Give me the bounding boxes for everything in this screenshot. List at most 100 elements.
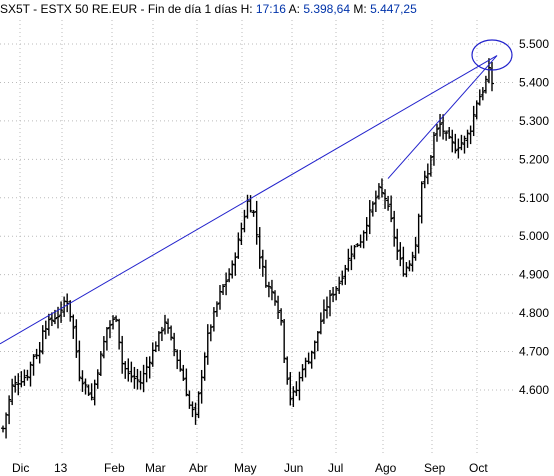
ohlc-bar bbox=[86, 384, 91, 396]
ohlc-bar bbox=[242, 209, 247, 233]
y-tick-label: 5.300 bbox=[519, 114, 549, 128]
ohlc-bar bbox=[273, 290, 278, 306]
ohlc-bar bbox=[172, 332, 177, 357]
ohlc-bar bbox=[334, 286, 339, 301]
ohlc-bar bbox=[422, 170, 427, 189]
a-label: A: bbox=[288, 2, 300, 16]
ohlc-bar bbox=[184, 368, 189, 397]
ohlc-bar bbox=[230, 260, 235, 279]
ohlc-bar bbox=[159, 326, 164, 342]
ohlc-bar bbox=[178, 350, 183, 372]
ohlc-bar bbox=[147, 356, 152, 379]
ohlc-bar bbox=[4, 412, 9, 439]
trendline-upper bbox=[0, 55, 498, 345]
ohlc-bar bbox=[297, 371, 302, 401]
ohlc-bar bbox=[25, 369, 30, 381]
ohlc-bar bbox=[80, 370, 85, 392]
ohlc-bar bbox=[407, 260, 412, 272]
ohlc-bar bbox=[217, 285, 222, 310]
trendline-recent bbox=[387, 55, 498, 179]
ohlc-bar bbox=[349, 245, 354, 271]
ohlc-bar bbox=[370, 201, 375, 217]
ohlc-bar bbox=[383, 189, 388, 209]
ohlc-bar bbox=[315, 331, 320, 352]
ohlc-bar bbox=[282, 319, 287, 363]
ohlc-bar bbox=[367, 200, 372, 235]
ohlc-bar bbox=[376, 183, 381, 200]
ohlc-bar bbox=[340, 270, 345, 286]
ohlc-bar bbox=[221, 284, 226, 295]
h-label: H: bbox=[240, 2, 253, 16]
ohlc-bar bbox=[263, 259, 268, 288]
y-tick-label: 5.000 bbox=[519, 229, 549, 243]
ohlc-bar bbox=[162, 314, 167, 335]
y-axis-labels: 5.500 5.400 5.300 5.200 5.100 5.000 4.900 4.800… bbox=[519, 37, 549, 397]
ohlc-bar bbox=[156, 331, 161, 352]
ohlc-bar bbox=[46, 313, 51, 336]
ohlc-bar bbox=[395, 228, 400, 260]
ohlc-bar bbox=[306, 352, 311, 365]
ohlc-bar bbox=[71, 314, 76, 339]
ohlc-bar bbox=[190, 401, 195, 418]
ohlc-bar bbox=[276, 295, 281, 319]
ohlc-bar bbox=[471, 105, 476, 137]
ohlc-bar bbox=[150, 342, 155, 367]
m-value: 5.447,25 bbox=[370, 2, 417, 16]
ohlc-bar bbox=[153, 341, 158, 353]
a-value: 5.398,64 bbox=[303, 2, 351, 16]
y-tick-label: 5.100 bbox=[519, 191, 549, 205]
ohlc-bar bbox=[392, 210, 397, 247]
ohlc-bar bbox=[279, 308, 284, 326]
x-tick-label: Mar bbox=[145, 461, 166, 475]
ohlc-bar bbox=[83, 378, 88, 395]
y-tick-label: 5.200 bbox=[519, 152, 549, 166]
ohlc-bar bbox=[123, 361, 128, 379]
ohlc-bar bbox=[486, 58, 491, 84]
ohlc-bars bbox=[1, 58, 494, 439]
ohlc-bar bbox=[31, 354, 36, 376]
chart-header: SX5T - ESTX 50 RE.EUR - Fin de día 1 día… bbox=[0, 2, 417, 16]
ohlc-bar bbox=[309, 350, 314, 369]
ohlc-bar bbox=[352, 244, 357, 260]
ohlc-bar bbox=[129, 361, 134, 383]
y-tick-label: 4.600 bbox=[519, 383, 549, 397]
ohlc-bar bbox=[480, 87, 485, 101]
x-tick-label: May bbox=[234, 461, 257, 475]
ohlc-bar bbox=[74, 319, 79, 358]
y-tick-label: 4.700 bbox=[519, 345, 549, 359]
ohlc-bar bbox=[43, 320, 48, 340]
ohlc-bar bbox=[34, 348, 39, 360]
ohlc-bar bbox=[447, 127, 452, 139]
x-axis-labels: Dic 13 Feb Mar Abr May Jun Jul Ago Sep Oct bbox=[12, 461, 488, 475]
ohlc-bar bbox=[7, 395, 12, 425]
m-label: M: bbox=[353, 2, 367, 16]
ohlc-bar bbox=[59, 301, 64, 323]
ohlc-bar bbox=[95, 369, 100, 389]
ohlc-bar bbox=[321, 299, 326, 324]
ohlc-bar bbox=[89, 383, 94, 401]
symbol-title: SX5T - ESTX 50 RE.EUR bbox=[0, 2, 138, 16]
ohlc-bar bbox=[251, 209, 256, 217]
ohlc-bar bbox=[343, 264, 348, 285]
ohlc-bar bbox=[144, 356, 149, 383]
ohlc-bar bbox=[239, 222, 244, 245]
ohlc-bar bbox=[101, 336, 106, 359]
period-label: Fin de día 1 días bbox=[147, 2, 238, 16]
ohlc-bar bbox=[166, 318, 171, 334]
ohlc-bar bbox=[441, 114, 446, 140]
ohlc-bar bbox=[431, 131, 436, 166]
ohlc-bar bbox=[438, 113, 443, 137]
ohlc-bar bbox=[224, 272, 229, 296]
ohlc-bar bbox=[462, 135, 467, 154]
ohlc-bar bbox=[227, 268, 232, 283]
ohlc-bar bbox=[135, 368, 140, 390]
x-tick-label: Oct bbox=[469, 461, 488, 475]
ohlc-bar bbox=[300, 364, 305, 382]
ohlc-bar bbox=[65, 293, 70, 313]
ohlc-bar bbox=[450, 129, 455, 153]
ohlc-bar bbox=[266, 281, 271, 298]
y-tick-label: 5.400 bbox=[519, 75, 549, 89]
ohlc-bar bbox=[126, 358, 131, 382]
ohlc-bar bbox=[483, 75, 488, 94]
